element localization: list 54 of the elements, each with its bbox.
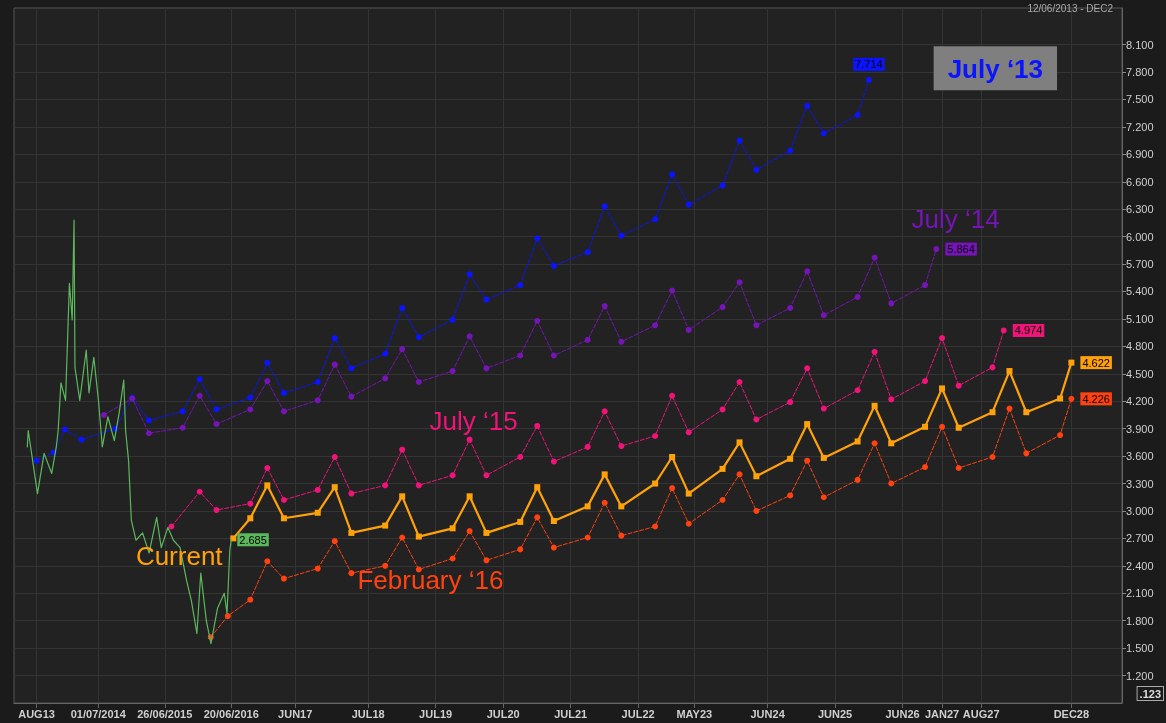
y-tick-label: 3.900	[1126, 422, 1154, 435]
text: July ‘13	[947, 54, 1044, 85]
data-label: 4.974	[1014, 324, 1043, 337]
y-tick-label: 5.100	[1126, 312, 1154, 325]
y-tick-label: 7.200	[1126, 120, 1154, 133]
x-tick-label: AUG27	[962, 707, 1000, 720]
x-tick-label: DEC28	[1053, 707, 1090, 720]
y-tick-label: 6.300	[1126, 203, 1154, 216]
series-label: February ‘16	[357, 565, 504, 596]
y-tick-label: 2.400	[1126, 559, 1154, 572]
x-tick-label: JUN26	[885, 707, 920, 720]
data-label: 5.864	[947, 243, 975, 256]
y-tick-label: 2.100	[1126, 587, 1154, 600]
x-tick-label: JAN27	[924, 707, 960, 720]
y-tick-label: 1.800	[1126, 614, 1154, 627]
y-tick-label: 4.200	[1126, 395, 1154, 408]
y-tick-label: 3.600	[1126, 450, 1154, 463]
x-tick-label: JUL20	[486, 707, 520, 720]
y-tick-label: 6.000	[1126, 230, 1154, 243]
data-label: 4.226	[1082, 392, 1110, 405]
x-tick-label: JUN24	[750, 707, 786, 720]
y-tick-label: 7.500	[1126, 93, 1154, 106]
series-label: July ‘15	[429, 405, 518, 436]
data-label: 4.622	[1082, 356, 1110, 369]
y-tick-label: 3.000	[1126, 504, 1154, 517]
x-tick-label: JUL19	[419, 707, 453, 720]
series-label: Current	[135, 541, 224, 572]
x-tick-label: JUN17	[278, 707, 313, 720]
x-tick-label: JUL21	[554, 707, 588, 720]
y-tick-label: 7.800	[1126, 66, 1154, 79]
x-tick-label: JUN25	[817, 707, 853, 720]
x-tick-label: JUL18	[351, 707, 385, 720]
x-tick-label: 20/06/2016	[203, 707, 259, 720]
data-label: 2.685	[239, 533, 267, 546]
y-tick-label: 1.500	[1126, 642, 1154, 655]
text: .123	[1139, 687, 1162, 700]
y-tick-label: 3.300	[1126, 477, 1154, 490]
y-tick-label: 1.200	[1126, 669, 1154, 682]
y-tick-label: 2.700	[1126, 532, 1154, 545]
y-tick-label: 6.600	[1126, 175, 1154, 188]
y-tick-label: 5.700	[1126, 258, 1154, 271]
x-tick-label: JUL22	[621, 707, 655, 720]
x-tick-label: MAY23	[676, 707, 713, 720]
x-tick-label: 26/06/2015	[137, 707, 193, 720]
series-label: July ‘14	[911, 204, 1000, 235]
chart-subtitle: 12/06/2013 - DEC2	[1027, 2, 1114, 14]
x-tick-label: AUG13	[18, 707, 55, 720]
y-tick-label: 4.500	[1126, 367, 1154, 380]
data-label: 7.714	[855, 58, 883, 71]
y-tick-label: 5.400	[1126, 285, 1154, 298]
x-tick-label: 01/07/2014	[70, 707, 127, 720]
y-tick-label: 6.900	[1126, 148, 1154, 161]
y-tick-label: 4.800	[1126, 340, 1154, 353]
y-tick-label: 8.100	[1126, 38, 1154, 51]
